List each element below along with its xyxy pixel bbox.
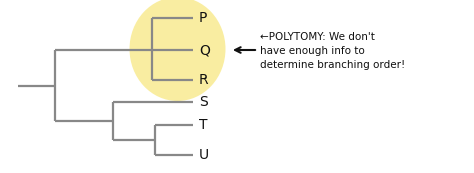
Text: S: S [199, 95, 208, 109]
Text: P: P [199, 11, 207, 25]
Text: T: T [199, 118, 208, 132]
Text: Q: Q [199, 43, 210, 57]
Text: U: U [199, 148, 209, 162]
Text: ←POLYTOMY: We don't
have enough info to
determine branching order!: ←POLYTOMY: We don't have enough info to … [260, 32, 405, 70]
Text: R: R [199, 73, 209, 87]
Ellipse shape [129, 0, 226, 101]
